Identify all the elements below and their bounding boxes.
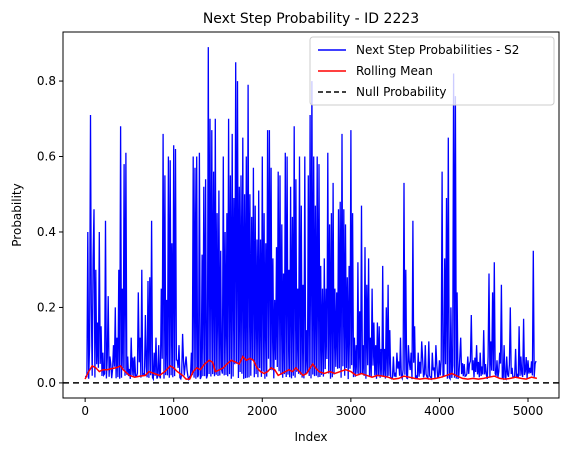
x-tick-label: 2000 [247, 404, 278, 418]
chart-title: Next Step Probability - ID 2223 [203, 11, 419, 27]
x-tick-label: 3000 [336, 404, 367, 418]
x-axis-label: Index [294, 430, 327, 444]
y-tick-label: 0.8 [37, 74, 56, 88]
legend-label-rolling-mean: Rolling Mean [356, 64, 433, 78]
y-axis-label: Probability [10, 183, 24, 246]
series-line-next-step-probabilities [85, 47, 537, 382]
legend-label-null-probability: Null Probability [356, 85, 447, 99]
x-tick-label: 5000 [513, 404, 544, 418]
y-tick-label: 0.4 [37, 225, 56, 239]
y-tick-label: 0.0 [37, 376, 56, 390]
y-tick-label: 0.6 [37, 150, 56, 164]
x-tick-label: 1000 [158, 404, 189, 418]
series-line-rolling-mean [84, 355, 538, 380]
legend: Next Step Probabilities - S2 Rolling Mea… [309, 36, 555, 106]
y-tick-label: 0.2 [37, 300, 56, 314]
x-tick-label: 0 [81, 404, 89, 418]
x-tick-label: 4000 [424, 404, 455, 418]
plot-frame [62, 31, 560, 399]
legend-box [309, 36, 555, 106]
legend-label-s2: Next Step Probabilities - S2 [356, 43, 519, 57]
